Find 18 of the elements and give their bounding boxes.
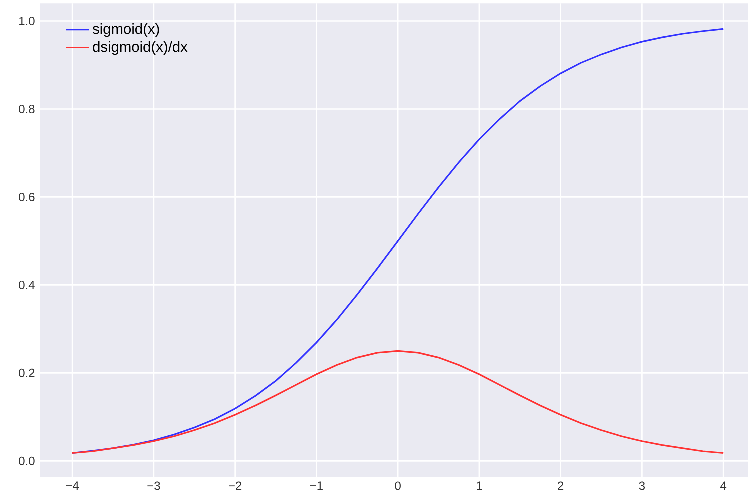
x-tick-label: −1 xyxy=(310,482,323,490)
x-tick-label: 4 xyxy=(720,482,727,490)
y-tick-label: 0.0 xyxy=(19,456,35,466)
x-tick-label: 3 xyxy=(639,482,646,490)
y-tick-label: 0.6 xyxy=(19,192,35,202)
legend-label: sigmoid(x) xyxy=(92,23,160,38)
y-tick-label: 1.0 xyxy=(20,17,35,26)
x-tick-label: 2 xyxy=(558,482,564,490)
x-tick-label: 0 xyxy=(395,482,401,490)
legend-label: dsigmoid(x)/dx xyxy=(93,41,188,56)
x-tick-label: −2 xyxy=(229,482,242,490)
y-tick-label: 0.2 xyxy=(19,368,35,378)
line-series xyxy=(72,350,724,454)
y-tick-label: 0.4 xyxy=(19,280,35,290)
x-tick-label: −3 xyxy=(148,482,160,490)
x-tick-label: −4 xyxy=(66,482,80,490)
y-tick-label: 0.8 xyxy=(19,104,35,114)
x-tick-label: 1 xyxy=(477,482,482,490)
